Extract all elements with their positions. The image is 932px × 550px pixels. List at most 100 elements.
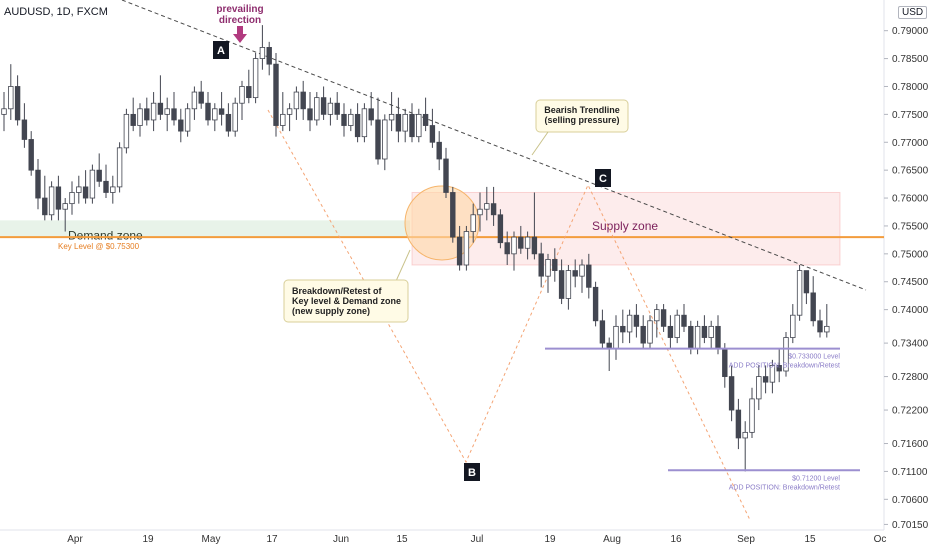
candle xyxy=(314,97,320,121)
candle xyxy=(613,325,619,350)
candle xyxy=(164,108,170,115)
candle xyxy=(35,169,41,199)
y-tick-label: 0.72200 xyxy=(892,406,929,417)
candle xyxy=(436,141,442,160)
y-tick-label: 0.74500 xyxy=(892,277,929,288)
y-tick-label: 0.72800 xyxy=(892,372,929,383)
candle xyxy=(620,325,626,333)
candle xyxy=(803,270,810,294)
chart-title: AUDUSD, 1D, FXCM xyxy=(4,6,108,18)
x-tick-label: 15 xyxy=(396,534,408,545)
candle xyxy=(817,320,823,333)
candle xyxy=(1,108,7,115)
demand-zone-label: Demand zone xyxy=(68,228,143,242)
candle xyxy=(320,97,327,115)
candle xyxy=(212,108,218,121)
candle xyxy=(205,102,211,121)
candle xyxy=(96,169,102,182)
candle xyxy=(21,119,28,140)
currency-badge[interactable]: USD xyxy=(898,6,928,19)
y-tick-label: 0.76500 xyxy=(892,166,929,177)
candle xyxy=(218,108,225,115)
candle xyxy=(456,236,463,266)
candle xyxy=(810,292,816,322)
candle xyxy=(742,431,748,439)
candle xyxy=(348,113,354,126)
candle xyxy=(280,113,286,126)
candle xyxy=(110,186,116,193)
level-label-7330: $0.733000 Level xyxy=(788,354,840,361)
point-b-marker: B xyxy=(468,467,476,479)
candle xyxy=(640,325,646,344)
candle xyxy=(225,113,232,132)
candle xyxy=(388,113,395,121)
breakdown-callout-box xyxy=(283,279,409,323)
candle xyxy=(69,192,75,205)
x-tick-label: Jun xyxy=(333,534,349,545)
prevailing-direction-label: prevailing xyxy=(216,4,263,15)
candle xyxy=(558,270,565,299)
candle xyxy=(286,108,293,115)
y-tick-label: 0.78000 xyxy=(892,82,929,93)
y-tick-label: 0.78500 xyxy=(892,54,929,65)
y-tick-label: 0.74000 xyxy=(892,305,929,316)
candle xyxy=(409,113,415,138)
breakdown-callout-text: Breakdown/Retest of xyxy=(292,286,383,296)
candle xyxy=(701,325,708,338)
candle xyxy=(565,270,572,299)
candle xyxy=(735,409,742,439)
y-tick-label: 0.75000 xyxy=(892,249,929,260)
level-label-7120: $0.71200 Level xyxy=(792,475,840,482)
candle xyxy=(728,376,735,411)
prevailing-arrow-icon xyxy=(233,26,247,43)
x-tick-label: 15 xyxy=(804,534,816,545)
x-tick-label: 19 xyxy=(544,534,556,545)
candle xyxy=(300,91,306,110)
point-b-marker-bg xyxy=(464,463,480,481)
y-tick-label: 0.71600 xyxy=(892,439,929,450)
level-sublabel-7120: ADD POSITION: Breakdown/Retest xyxy=(729,484,840,491)
candle xyxy=(722,348,728,377)
candle xyxy=(599,320,606,344)
candle xyxy=(531,236,538,255)
y-tick-label: 0.73400 xyxy=(892,339,929,350)
candle xyxy=(307,108,313,121)
candle xyxy=(178,119,184,132)
candle xyxy=(762,376,769,383)
candle xyxy=(273,63,279,126)
candle xyxy=(382,119,388,160)
candle xyxy=(171,108,177,121)
candle xyxy=(586,264,592,288)
candle xyxy=(429,125,436,143)
candle xyxy=(42,197,48,216)
candle xyxy=(776,365,782,372)
candle xyxy=(103,180,109,193)
trendline-callout-pointer xyxy=(531,131,549,156)
breakdown-callout-text: Key level & Demand zone xyxy=(292,296,401,306)
candle xyxy=(524,236,531,249)
candle xyxy=(626,314,633,333)
candle xyxy=(824,325,830,333)
candle xyxy=(463,231,470,266)
prevailing-direction-label: direction xyxy=(219,15,261,26)
candle xyxy=(756,376,762,400)
candle xyxy=(137,108,143,126)
supply-zone xyxy=(411,191,841,266)
candle xyxy=(246,86,252,99)
candle xyxy=(76,186,82,193)
x-tick-label: 17 xyxy=(266,534,278,545)
candle xyxy=(368,108,374,121)
candle xyxy=(654,309,660,322)
candle xyxy=(694,325,701,350)
breakdown-callout-text: (new supply zone) xyxy=(292,306,370,316)
bearish-trendline xyxy=(121,0,867,291)
candle xyxy=(796,270,803,316)
candle xyxy=(239,86,245,104)
key-level-label: Key Level @ $0.75300 xyxy=(58,242,140,251)
candle xyxy=(150,102,157,121)
candle xyxy=(477,208,483,216)
candle xyxy=(443,158,449,193)
candle xyxy=(538,253,544,277)
candle xyxy=(123,113,130,149)
candle xyxy=(14,86,21,121)
